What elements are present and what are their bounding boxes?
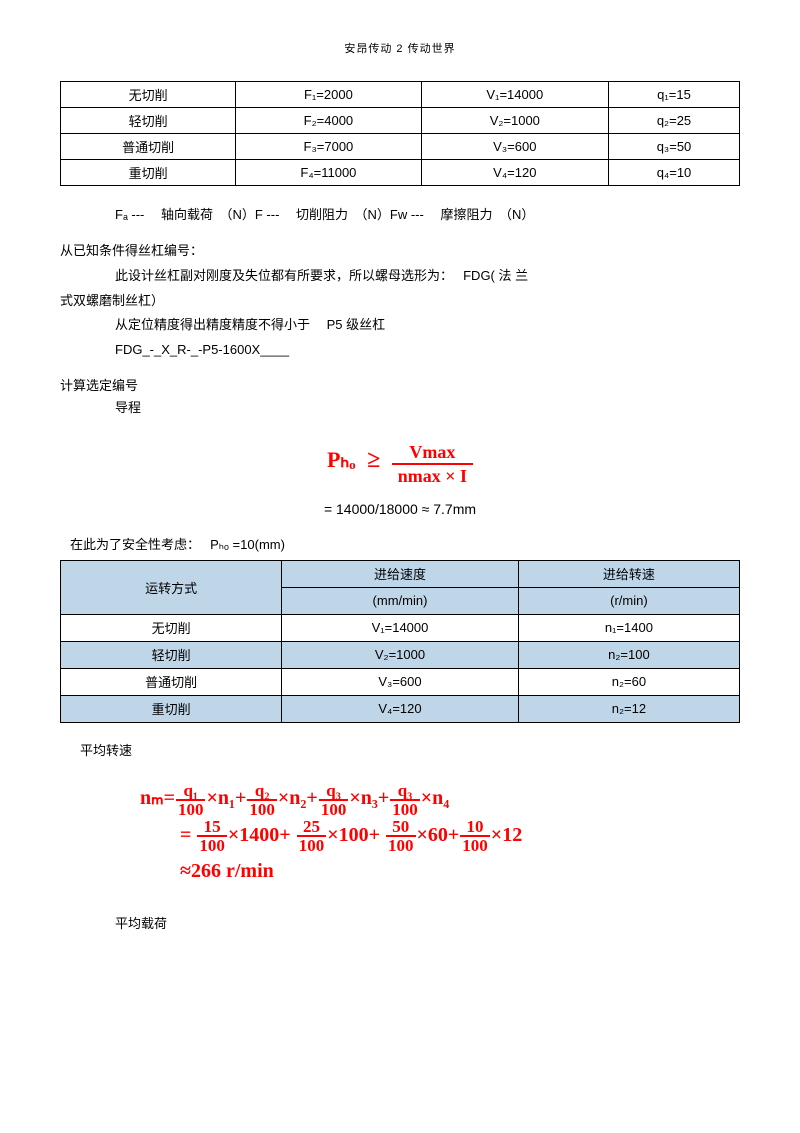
- symbol-legend: Fₐ --- 轴向载荷 （N）F --- 切削阻力 （N）Fw --- 摩擦阻力…: [115, 204, 740, 223]
- table-row: 重切削F₄=11000V₄=120q₄=10: [61, 160, 740, 186]
- conditions-table: 无切削F₁=2000V₁=14000q₁=15 轻切削F₂=4000V₂=100…: [60, 81, 740, 186]
- formula-pho: Pₕₒ ≥ Vmax nmax × I: [60, 441, 740, 487]
- table-row: 无切削V₁=14000n₁=1400: [61, 614, 740, 641]
- col-feed-rpm: 进给转速: [518, 560, 739, 587]
- formula-lhs: Pₕₒ: [327, 447, 356, 472]
- paragraph: 式双螺磨制丝杠）: [60, 291, 740, 312]
- paragraph: 从已知条件得丝杠编号：: [60, 241, 740, 262]
- table-row: 普通切削V₃=600n₂=60: [61, 668, 740, 695]
- numerator: Vmax: [392, 441, 473, 465]
- speed-table: 运转方式 进给速度 进给转速 (mm/min) (r/min) 无切削V₁=14…: [60, 560, 740, 723]
- cell-v: V₁=14000: [421, 82, 608, 108]
- table-row: 重切削V₄=120n₂=12: [61, 695, 740, 722]
- col-feed-speed: 进给速度: [282, 560, 519, 587]
- table-row: 轻切削V₂=1000n₂=100: [61, 641, 740, 668]
- paragraph: 导程: [115, 398, 740, 419]
- avg-speed-label: 平均转速: [80, 741, 740, 762]
- table-row: 轻切削F₂=4000V₂=1000q₂=25: [61, 108, 740, 134]
- paragraph: 此设计丝杠副对刚度及失位都有所要求，所以螺母选形为： FDG( 法 兰: [115, 266, 740, 287]
- formula-fraction: Vmax nmax × I: [392, 441, 473, 487]
- nm-result: ≈266 r/min: [140, 854, 740, 888]
- model-code: FDG_-_X_R-_-P5-1600X____: [115, 340, 740, 361]
- cell-q: q₁=15: [609, 82, 740, 108]
- denominator: nmax × I: [392, 465, 473, 487]
- col-unit: (mm/min): [282, 587, 519, 614]
- paragraph: 从定位精度得出精度精度不得小于 P5 级丝杠: [115, 315, 740, 336]
- table-row: 普通切削F₃=7000V₃=600q₃=50: [61, 134, 740, 160]
- cell-mode: 无切削: [61, 82, 236, 108]
- page-header: 安昂传动 2 传动世界: [60, 40, 740, 56]
- formula-nm: nₘ=q₁100×n₁+q₂100×n₂+q₃100×n₃+q₃100×n₄ =…: [140, 781, 740, 888]
- calc-result: = 14000/18000 ≈ 7.7mm: [60, 501, 740, 517]
- geq-symbol: ≥: [359, 447, 388, 473]
- table-row: 无切削F₁=2000V₁=14000q₁=15: [61, 82, 740, 108]
- section-heading: 计算选定编号: [60, 375, 740, 394]
- nm-lhs: nₘ=: [140, 787, 175, 809]
- cell-f: F₁=2000: [236, 82, 421, 108]
- safety-note: 在此为了安全性考虑： Pₕₒ =10(mm): [70, 535, 740, 556]
- col-unit: (r/min): [518, 587, 739, 614]
- avg-load-label: 平均载荷: [115, 914, 740, 935]
- col-mode: 运转方式: [61, 560, 282, 614]
